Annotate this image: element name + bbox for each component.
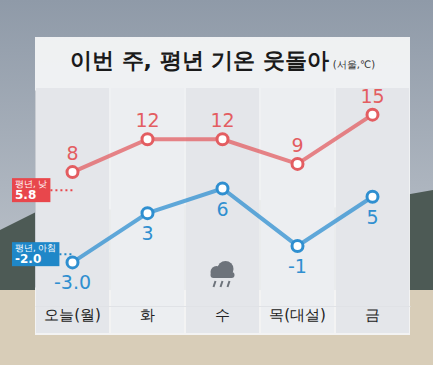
data-label: -3.0 [54, 271, 91, 293]
x-tick: 오늘(월) [44, 306, 101, 324]
x-tick-label: 목(대설) [269, 306, 326, 324]
reference-line-group: 평년, 아침-2.0 [12, 242, 73, 266]
reference-line [59, 253, 72, 255]
x-tick-label: 오늘(월) [44, 306, 101, 324]
point [142, 208, 153, 219]
reference-line [50, 189, 72, 191]
title: 이번 주, 평년 기온 웃돌아 [70, 48, 329, 73]
column [336, 88, 409, 333]
x-tick: 화 [140, 306, 155, 324]
data-labels: 8 12 12 9 15 -3.0 3 6 -1 5 [54, 85, 385, 294]
columns [36, 88, 409, 333]
reference-value: 5.8 [15, 188, 36, 202]
line [73, 189, 373, 263]
title-group: 이번 주, 평년 기온 웃돌아 (서울,℃) [70, 48, 375, 73]
reference-box [12, 178, 50, 202]
panel [35, 37, 410, 335]
x-tick-label: 금 [365, 306, 380, 324]
x-tick-label: 수 [215, 306, 230, 324]
point [292, 240, 303, 251]
x-tick: 금 [365, 306, 380, 324]
point [67, 167, 78, 178]
data-label: -1 [288, 255, 307, 277]
x-axis: 오늘(월) 화 수 목(대설) 금 [36, 306, 411, 324]
x-tick-label: 화 [140, 306, 155, 324]
data-label: 3 [141, 222, 153, 244]
x-tick: 수 [215, 306, 230, 324]
rain-drop [221, 281, 223, 287]
cloud-part [211, 272, 235, 278]
point [67, 257, 78, 268]
column [111, 88, 184, 333]
point [217, 134, 228, 145]
data-label: 5 [366, 206, 378, 228]
data-label: 12 [135, 109, 159, 131]
rain-drop [214, 281, 216, 287]
data-label: 12 [210, 109, 234, 131]
reference-box [12, 242, 59, 266]
data-label: 8 [66, 142, 78, 164]
point [367, 109, 378, 120]
chart: 이번 주, 평년 기온 웃돌아 (서울,℃) 오늘(월) 화 수 목(대설) 금 평년, 낮5… [0, 0, 433, 365]
plot-marks [67, 109, 378, 268]
weather-icon [211, 261, 235, 287]
column [261, 88, 334, 333]
rain-drop [228, 281, 230, 287]
column [36, 88, 109, 333]
reference-line-group: 평년, 낮5.8 [12, 178, 73, 202]
subtitle: (서울,℃) [333, 59, 375, 70]
point [142, 134, 153, 145]
point [367, 191, 378, 202]
data-label: 15 [360, 85, 384, 107]
x-tick: 목(대설) [269, 306, 326, 324]
reference-value: -2.0 [15, 252, 41, 266]
data-label: 6 [216, 198, 228, 220]
point [217, 183, 228, 194]
background-sky [0, 0, 433, 365]
data-label: 9 [291, 134, 303, 156]
point [292, 158, 303, 169]
